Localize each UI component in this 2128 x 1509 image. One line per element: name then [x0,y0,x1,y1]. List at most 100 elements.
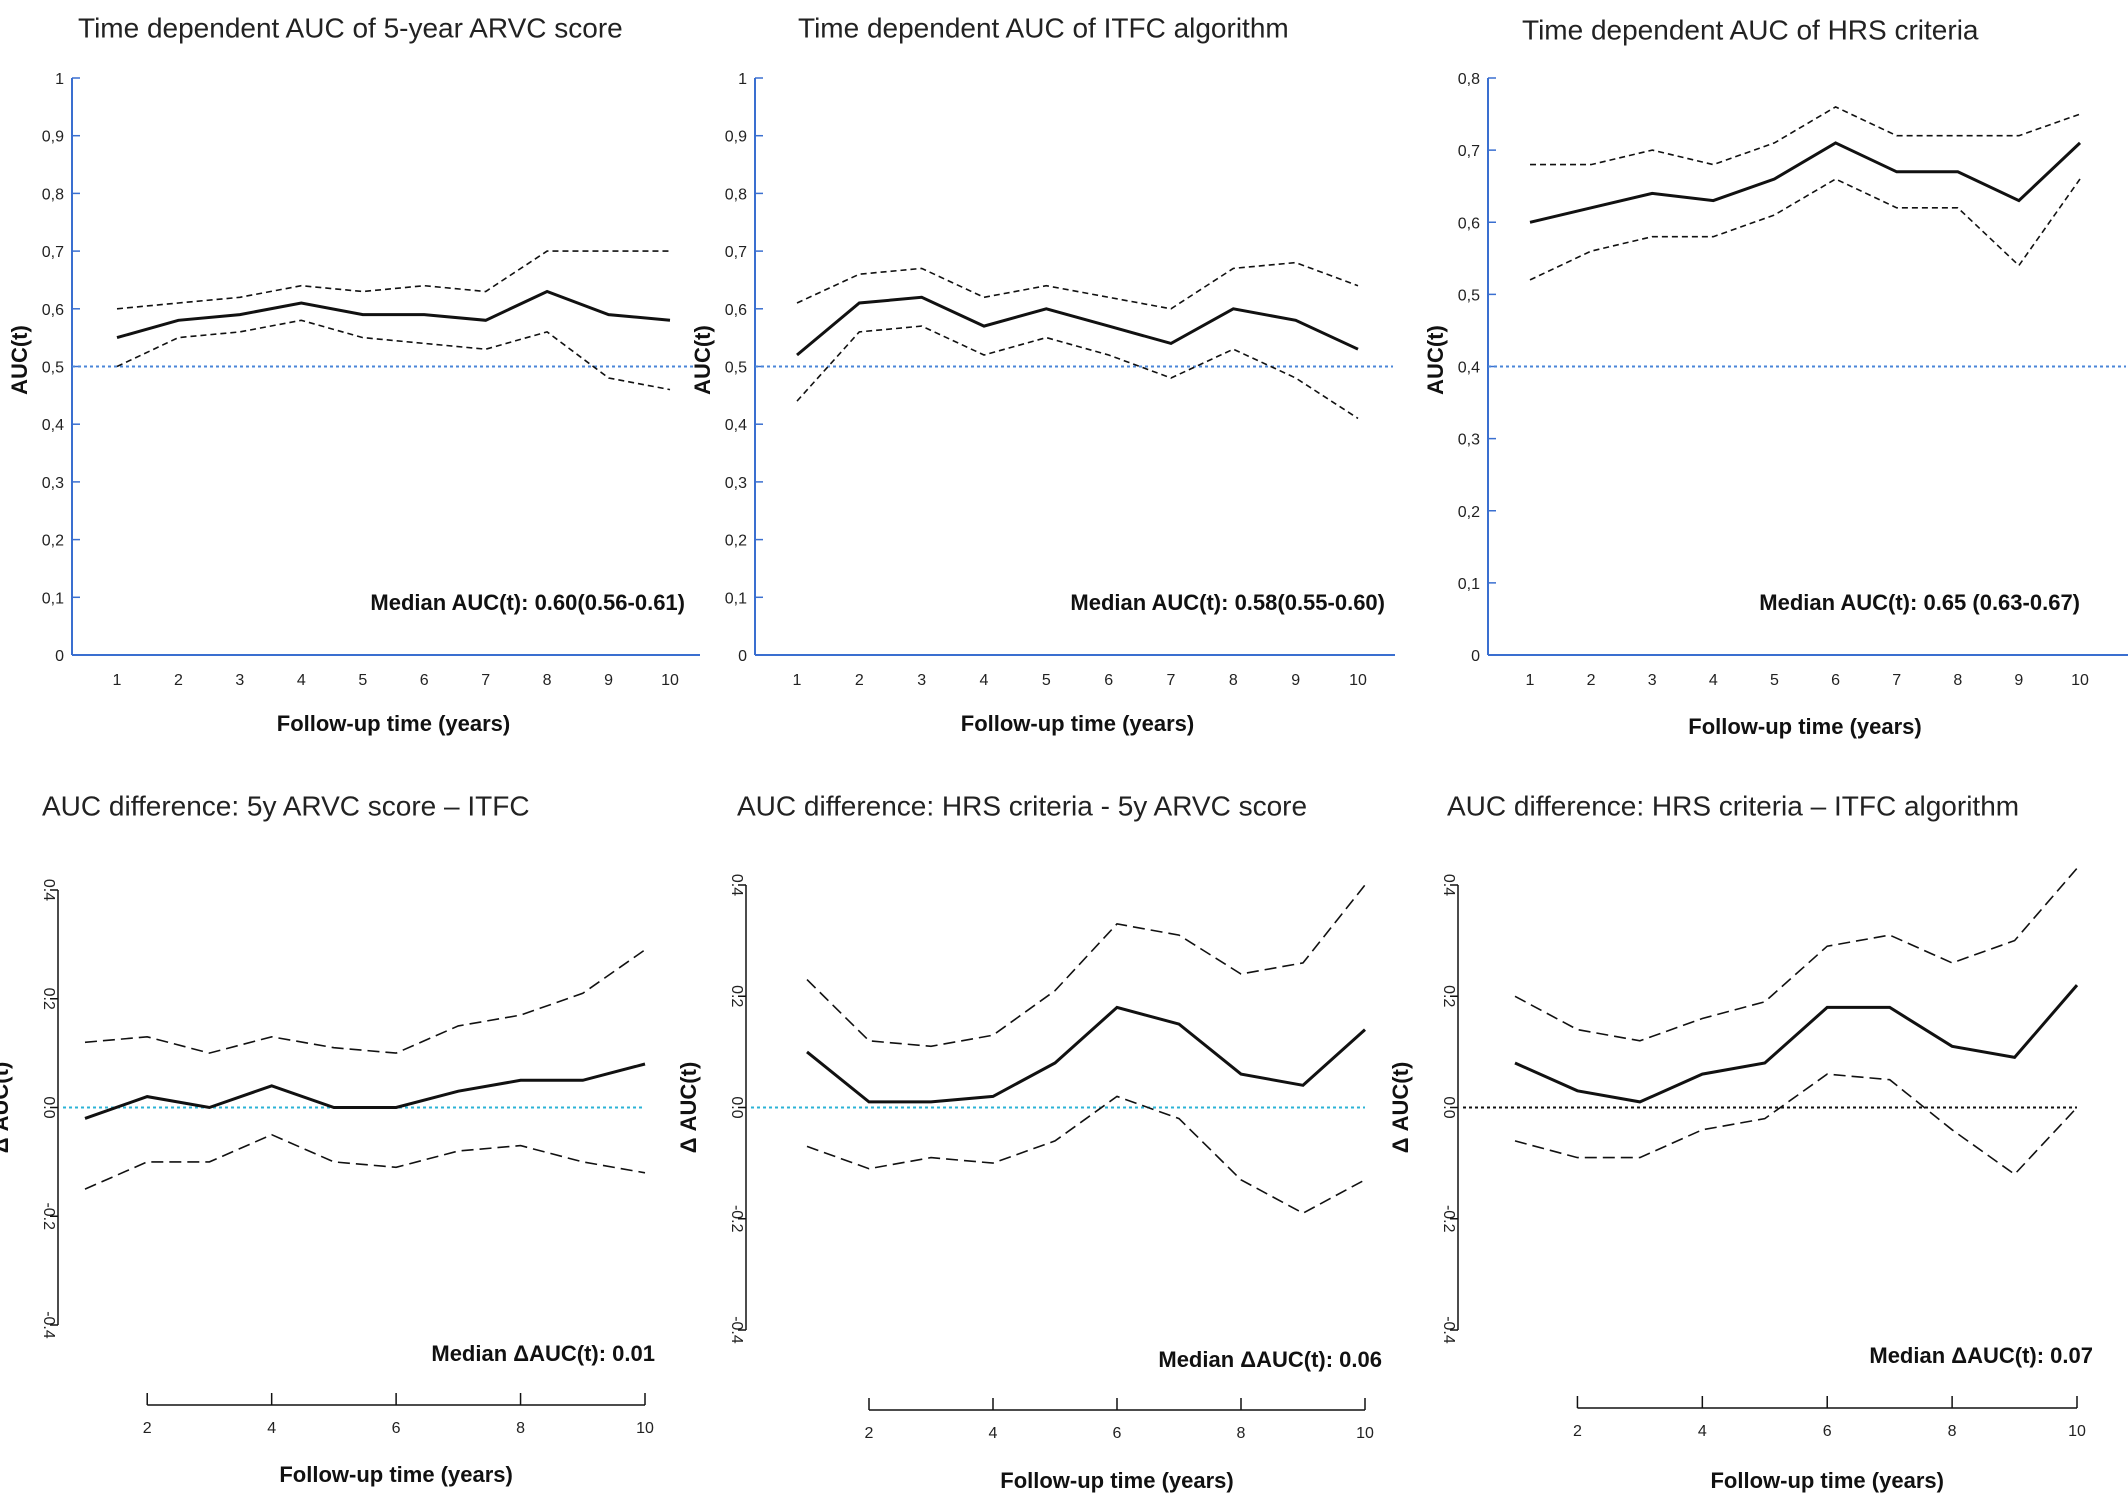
x-tick-label: 8 [1237,1425,1246,1442]
lower-ci-line [116,319,671,391]
y-tick-label: 0,5 [1458,287,1480,304]
x-tick-label: 2 [1573,1423,1582,1440]
auc-estimate-line [116,289,671,340]
chart-panel-1: Time dependent AUC of 5-year ARVC score 0… [7,12,700,736]
y-tick-label: 0,2 [725,533,747,550]
y-tick-label: 0.4 [40,879,57,901]
y-tick-label: 0,5 [725,360,747,377]
x-tick-label: 4 [1698,1423,1707,1440]
y-tick-label: -0.2 [728,1205,745,1233]
x-tick-label: 2 [143,1420,152,1437]
x-tick-label: 5 [1042,672,1051,689]
y-tick-label: 0.0 [40,1096,57,1118]
x-tick-label: 4 [989,1425,998,1442]
y-tick-label: 0,9 [42,129,64,146]
x-tick-label: 5 [358,672,367,689]
y-axis-label: AUC(t) [690,325,715,395]
x-tick-label: 8 [516,1420,525,1437]
median-value: 0.58(0.55-0.60) [1235,590,1385,615]
x-tick-label: 10 [2068,1423,2086,1440]
chart-panel-3: Time dependent AUC of HRS criteria 0 0,1 0,… [1423,14,2128,739]
x-tick-label: 4 [1709,672,1718,689]
y-tick-label: 0.2 [728,985,745,1007]
median-label: Median AUC(t): [1759,590,1923,615]
x-tick-label: 4 [267,1420,276,1437]
chart-panel-5: AUC difference: HRS criteria - 5y ARVC s… [676,790,1382,1493]
auc-estimate-line [806,1005,1367,1104]
x-axis-label: Follow-up time (years) [1688,714,1921,739]
y-axis-label: Δ AUC(t) [0,1062,13,1154]
y-axis-label: AUC(t) [7,325,32,395]
median-annotation: Median ΔAUC(t): 0.07 [1869,1343,2093,1368]
y-tick-label: 0,3 [1458,432,1480,449]
median-annotation: Median ΔAUC(t): 0.06 [1158,1347,1382,1372]
upper-ci-line [806,884,1366,1048]
x-tick-label: 6 [1113,1425,1122,1442]
y-axis-label: AUC(t) [1423,325,1448,395]
x-tick-label: 10 [636,1420,654,1437]
y-tick-label: 0.0 [1440,1096,1457,1118]
median-label: Median AUC(t): [370,590,534,615]
y-tick-label: 0,1 [1458,576,1480,593]
median-value: 0.65 (0.63-0.67) [1923,590,2080,615]
y-tick-label: 0,2 [1458,504,1480,521]
chart-title: Time dependent AUC of HRS criteria [1522,14,1979,45]
lower-ci-line [1529,178,2081,281]
x-axis-label: Follow-up time (years) [961,711,1194,736]
x-tick-label: 5 [1770,672,1779,689]
x-tick-label: 2 [855,672,864,689]
x-tick-label: 8 [1953,672,1962,689]
upper-ci-line [116,250,670,310]
upper-ci-line [1514,867,2078,1042]
x-tick-label: 3 [235,672,244,689]
median-value: 0.60(0.56-0.61) [535,590,685,615]
median-label: Median ΔAUC(t): [431,1341,612,1366]
chart-panel-2: Time dependent AUC of ITFC algorithm 0 0,1… [690,12,1395,736]
y-tick-label: 1 [55,71,64,88]
y-tick-label: 0,6 [1458,215,1480,232]
y-tick-label: 0,5 [42,360,64,377]
chart-panel-6: AUC difference: HRS criteria – ITFC algo… [1388,790,2093,1493]
x-tick-label: 9 [1291,672,1300,689]
x-tick-label: 7 [1892,672,1901,689]
median-value: 0.06 [1339,1347,1382,1372]
y-tick-label: 0,4 [1458,360,1480,377]
chart-panel-4: AUC difference: 5y ARVC score – ITFC -0.4… [0,790,655,1487]
chart-title: Time dependent AUC of ITFC algorithm [798,12,1289,43]
upper-ci-line [84,949,646,1054]
lower-ci-line [84,1133,646,1190]
y-tick-label: -0.4 [40,1311,57,1339]
x-tick-label: 1 [793,672,802,689]
x-tick-label: 4 [980,672,989,689]
x-tick-label: 1 [113,672,122,689]
x-tick-label: 3 [1648,672,1657,689]
y-tick-label: 0.2 [1440,985,1457,1007]
y-tick-label: 0 [738,648,747,665]
median-label: Median AUC(t): [1070,590,1234,615]
y-tick-label: 0,4 [725,417,747,434]
median-annotation: Median ΔAUC(t): 0.01 [431,1341,655,1366]
x-tick-label: 7 [481,672,490,689]
y-tick-label: 0,8 [1458,71,1480,88]
chart-title: Time dependent AUC of 5-year ARVC score [78,12,623,43]
y-tick-label: 0,9 [725,129,747,146]
y-tick-label: 0,7 [42,244,64,261]
auc-estimate-line [1529,141,2082,224]
x-tick-label: 10 [1356,1425,1374,1442]
y-tick-label: 0,3 [725,475,747,492]
y-tick-label: -0.4 [1440,1316,1457,1344]
x-tick-label: 7 [1167,672,1176,689]
y-tick-label: 0,6 [725,302,747,319]
y-tick-label: 0,1 [725,590,747,607]
y-tick-label: 0,1 [42,590,64,607]
y-tick-label: 0 [1471,648,1480,665]
y-tick-label: 0.4 [728,874,745,896]
x-axis-label: Follow-up time (years) [277,711,510,736]
x-tick-label: 6 [1831,672,1840,689]
y-tick-label: 0,7 [725,244,747,261]
y-tick-label: 0,8 [42,186,64,203]
y-tick-label: -0.2 [1440,1205,1457,1233]
x-tick-label: 6 [1823,1423,1832,1440]
x-tick-label: 10 [1349,672,1367,689]
median-label: Median ΔAUC(t): [1158,1347,1339,1372]
